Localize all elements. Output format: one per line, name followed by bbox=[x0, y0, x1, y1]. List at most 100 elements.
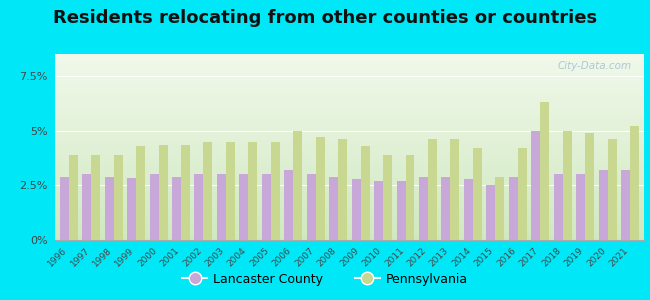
Bar bbox=[316, 137, 325, 240]
Bar bbox=[55, 141, 644, 143]
Bar bbox=[55, 88, 644, 89]
Bar bbox=[55, 173, 644, 175]
Bar bbox=[55, 121, 644, 123]
Bar bbox=[531, 130, 540, 240]
Bar bbox=[55, 145, 644, 147]
Bar bbox=[248, 142, 257, 240]
Bar bbox=[55, 171, 644, 173]
Bar bbox=[55, 80, 644, 82]
Text: Residents relocating from other counties or countries: Residents relocating from other counties… bbox=[53, 9, 597, 27]
Bar bbox=[338, 139, 347, 240]
Bar bbox=[374, 181, 383, 240]
Bar bbox=[55, 76, 644, 78]
Bar bbox=[55, 162, 644, 164]
Bar bbox=[55, 84, 644, 85]
Bar bbox=[55, 95, 644, 97]
Bar bbox=[464, 179, 473, 240]
Bar bbox=[203, 142, 213, 240]
Bar bbox=[55, 210, 644, 212]
Bar bbox=[540, 102, 549, 240]
Bar bbox=[60, 176, 69, 240]
Bar bbox=[55, 127, 644, 128]
Bar bbox=[217, 174, 226, 240]
Bar bbox=[55, 154, 644, 156]
Bar bbox=[55, 223, 644, 225]
Bar bbox=[55, 221, 644, 223]
Bar bbox=[55, 214, 644, 216]
Bar bbox=[55, 132, 644, 134]
Bar bbox=[55, 113, 644, 116]
Bar bbox=[406, 155, 415, 240]
Bar bbox=[428, 139, 437, 240]
Bar bbox=[55, 206, 644, 208]
Bar bbox=[55, 151, 644, 153]
Bar bbox=[450, 139, 460, 240]
Bar bbox=[55, 99, 644, 100]
Bar bbox=[55, 160, 644, 162]
Bar bbox=[55, 188, 644, 190]
Bar bbox=[554, 174, 563, 240]
Bar bbox=[55, 231, 644, 233]
Bar bbox=[55, 71, 644, 73]
Bar bbox=[55, 147, 644, 149]
Bar bbox=[55, 93, 644, 95]
Bar bbox=[585, 133, 594, 240]
Bar bbox=[55, 104, 644, 106]
Bar bbox=[55, 106, 644, 108]
Bar bbox=[55, 60, 644, 61]
Bar bbox=[55, 238, 644, 240]
Bar bbox=[55, 134, 644, 136]
Bar bbox=[599, 170, 608, 240]
Bar bbox=[271, 142, 280, 240]
Bar bbox=[486, 185, 495, 240]
Bar bbox=[55, 125, 644, 127]
Bar bbox=[55, 136, 644, 138]
Bar bbox=[55, 181, 644, 182]
Bar bbox=[127, 178, 136, 240]
Bar bbox=[621, 170, 630, 240]
Bar bbox=[55, 184, 644, 186]
Bar bbox=[55, 227, 644, 229]
Bar bbox=[55, 85, 644, 88]
Bar bbox=[307, 174, 316, 240]
Bar bbox=[55, 220, 644, 221]
Bar bbox=[55, 156, 644, 158]
Legend: Lancaster County, Pennsylvania: Lancaster County, Pennsylvania bbox=[177, 268, 473, 291]
Bar bbox=[55, 158, 644, 160]
Bar bbox=[226, 142, 235, 240]
Bar bbox=[55, 128, 644, 130]
Bar bbox=[55, 199, 644, 201]
Bar bbox=[91, 155, 100, 240]
Bar bbox=[55, 205, 644, 206]
Bar bbox=[69, 155, 78, 240]
Bar bbox=[396, 181, 406, 240]
Bar bbox=[518, 148, 527, 240]
Bar bbox=[630, 126, 639, 240]
Bar bbox=[55, 192, 644, 194]
Bar bbox=[239, 174, 248, 240]
Bar bbox=[105, 176, 114, 240]
Bar bbox=[194, 174, 203, 240]
Bar bbox=[55, 123, 644, 125]
Bar bbox=[55, 78, 644, 80]
Bar bbox=[55, 61, 644, 63]
Bar bbox=[55, 177, 644, 178]
Bar bbox=[352, 179, 361, 240]
Bar bbox=[181, 145, 190, 240]
Bar bbox=[55, 54, 644, 56]
Bar bbox=[55, 97, 644, 99]
Bar bbox=[55, 119, 644, 121]
Bar bbox=[55, 116, 644, 117]
Bar bbox=[383, 155, 392, 240]
Bar bbox=[55, 65, 644, 67]
Bar bbox=[55, 91, 644, 93]
Bar bbox=[55, 112, 644, 113]
Bar bbox=[55, 166, 644, 167]
Bar bbox=[576, 174, 585, 240]
Bar bbox=[284, 170, 293, 240]
Bar bbox=[55, 140, 644, 141]
Bar bbox=[262, 174, 271, 240]
Bar bbox=[55, 63, 644, 65]
Text: City-Data.com: City-Data.com bbox=[558, 61, 632, 71]
Bar bbox=[55, 218, 644, 220]
